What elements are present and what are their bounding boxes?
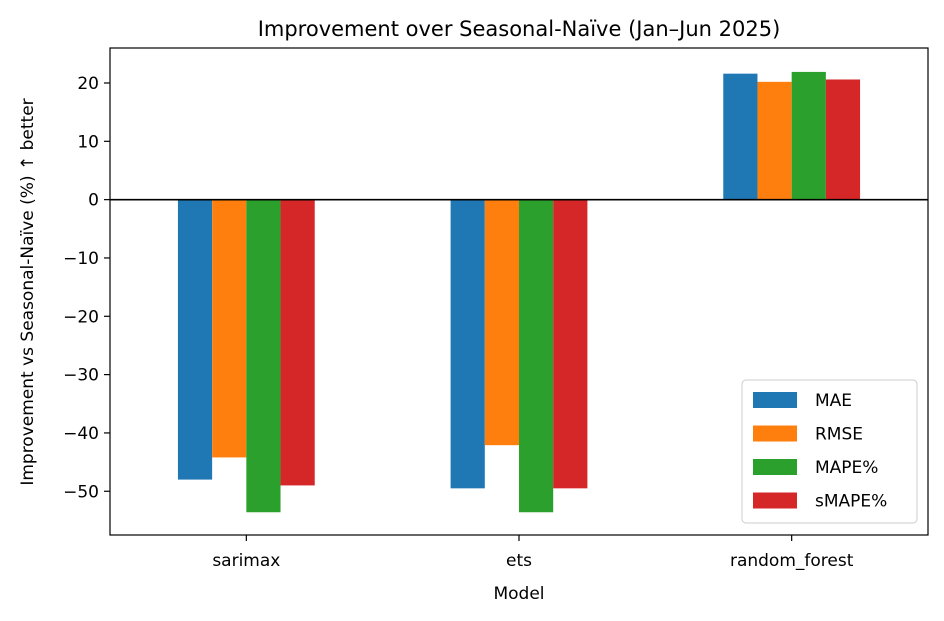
y-tick-label: −50 bbox=[63, 482, 99, 502]
plot-area: 20 10 0 −10 −20 −30 −40 −50 sarimax ets random_for… bbox=[63, 47, 929, 571]
legend-label: MAPE% bbox=[815, 458, 878, 478]
bar-ets-sMAPE% bbox=[553, 199, 588, 489]
legend-swatch bbox=[753, 492, 797, 509]
bar-random_forest-MAPE% bbox=[791, 71, 826, 200]
legend-label: MAE bbox=[815, 391, 852, 411]
legend: MAE RMSE MAPE% sMAPE% bbox=[741, 379, 918, 524]
bar-sarimax-sMAPE% bbox=[280, 199, 315, 486]
y-tick-label: 10 bbox=[77, 132, 99, 152]
legend-box bbox=[741, 379, 918, 524]
bar-ets-MAPE% bbox=[519, 199, 554, 513]
legend-swatch bbox=[753, 392, 797, 408]
bar-ets-MAE bbox=[450, 199, 485, 489]
bar-sarimax-MAPE% bbox=[246, 199, 281, 513]
bar-ets-RMSE bbox=[484, 199, 519, 446]
y-axis-label: Improvement vs Seasonal-Naïve (%) ↑ bett… bbox=[18, 98, 38, 485]
y-tick-label: −20 bbox=[63, 307, 99, 327]
bar-random_forest-MAE bbox=[723, 73, 758, 200]
y-tick-label: −10 bbox=[63, 249, 99, 269]
bar-random_forest-RMSE bbox=[757, 81, 792, 200]
x-tick-label: random_forest bbox=[730, 551, 854, 571]
legend-swatch bbox=[753, 459, 797, 475]
chart-title: Improvement over Seasonal-Naïve (Jan–Jun… bbox=[258, 17, 781, 41]
x-tick-label: ets bbox=[506, 551, 532, 571]
y-tick-label: 20 bbox=[77, 74, 99, 94]
bar-random_forest-sMAPE% bbox=[825, 79, 861, 200]
legend-swatch bbox=[753, 425, 797, 442]
legend-label: RMSE bbox=[815, 425, 863, 445]
bar-sarimax-MAE bbox=[177, 199, 213, 480]
y-tick-label: −30 bbox=[63, 366, 99, 386]
legend-label: sMAPE% bbox=[815, 492, 887, 512]
y-tick-label: 0 bbox=[88, 191, 99, 211]
y-tick-label: −40 bbox=[63, 424, 99, 444]
bar-sarimax-RMSE bbox=[212, 199, 247, 458]
x-tick-label: sarimax bbox=[212, 551, 280, 571]
x-axis-label: Model bbox=[493, 584, 544, 604]
